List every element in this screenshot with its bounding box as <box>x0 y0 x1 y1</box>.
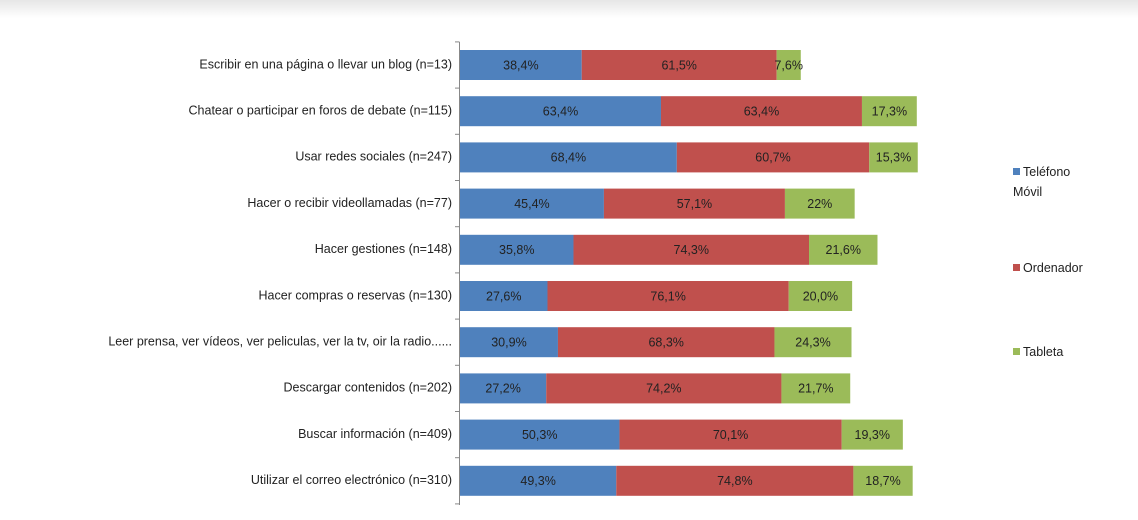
bar-segment <box>546 373 782 404</box>
data-label: 63,4% <box>543 104 578 118</box>
data-label: 74,8% <box>717 474 752 488</box>
bar-segment <box>460 234 574 265</box>
legend-label: Ordenador <box>1023 261 1083 275</box>
bar-segment <box>784 188 855 219</box>
legend-item: Ordenador <box>1013 258 1103 278</box>
data-label: 24,3% <box>795 335 830 349</box>
data-label: 74,2% <box>646 382 681 396</box>
bar-segment <box>460 188 604 219</box>
data-label: 18,7% <box>865 474 900 488</box>
data-label: 57,1% <box>677 197 712 211</box>
bar-segment <box>460 465 617 496</box>
category-label: Usar redes sociales (n=247) <box>295 150 452 164</box>
category-label: Hacer o recibir videollamadas (n=77) <box>247 196 452 210</box>
data-label: 50,3% <box>522 428 557 442</box>
data-label: 60,7% <box>755 151 790 165</box>
category-label: Escribir en una página o llevar un blog … <box>199 57 452 71</box>
category-label: Buscar información (n=409) <box>298 427 452 441</box>
bar-segment <box>460 50 582 80</box>
bar-segment <box>788 281 853 311</box>
bar-segment <box>573 234 810 265</box>
category-label: Chatear o participar en foros de debate … <box>189 103 452 117</box>
top-shadow <box>0 0 1138 18</box>
data-label: 45,4% <box>514 197 549 211</box>
legend-swatch <box>1013 168 1020 175</box>
legend-item: Tableta <box>1013 342 1103 362</box>
bar-segment <box>861 96 917 127</box>
data-label: 22% <box>807 197 832 211</box>
legend-item: Teléfono Móvil <box>1013 162 1085 202</box>
data-label: 27,6% <box>486 289 521 303</box>
category-label: Hacer gestiones (n=148) <box>315 242 452 256</box>
bar-segment <box>616 465 854 496</box>
data-label: 68,4% <box>551 151 586 165</box>
bar-segment <box>460 419 620 450</box>
bar-segment <box>557 327 775 358</box>
legend-label: Teléfono Móvil <box>1013 165 1071 199</box>
legend-label: Tableta <box>1023 345 1064 359</box>
bar-segment <box>460 96 661 127</box>
bar-segment <box>460 373 547 404</box>
bar-segment <box>581 50 777 80</box>
bar-segment <box>869 142 918 173</box>
bar-segment <box>460 327 558 358</box>
bar-segment <box>676 142 870 173</box>
data-label: 74,3% <box>674 243 709 257</box>
data-label: 63,4% <box>744 104 779 118</box>
bar-segment <box>809 234 878 265</box>
data-label: 68,3% <box>648 335 683 349</box>
category-label: Hacer compras o reservas (n=130) <box>259 288 452 302</box>
data-label: 17,3% <box>872 104 907 118</box>
bar-segment <box>841 419 903 450</box>
data-label: 76,1% <box>650 289 685 303</box>
legend-swatch <box>1013 264 1020 271</box>
data-label: 61,5% <box>661 58 696 72</box>
category-label: Leer prensa, ver vídeos, ver peliculas, … <box>108 334 452 348</box>
bar-segment <box>619 419 842 450</box>
bar-segment <box>853 465 913 496</box>
bar-segment <box>460 142 677 173</box>
bar-segment <box>774 327 852 358</box>
data-label: 19,3% <box>855 428 890 442</box>
bar-segment <box>781 373 851 404</box>
bar-segment <box>660 96 862 127</box>
data-label: 38,4% <box>503 58 538 72</box>
bar-segment <box>460 281 548 311</box>
data-label: 35,8% <box>499 243 534 257</box>
bar-segment <box>776 50 801 80</box>
data-label: 27,2% <box>485 382 520 396</box>
data-label: 15,3% <box>876 151 911 165</box>
legend-swatch <box>1013 348 1020 355</box>
bar-segment <box>603 188 785 219</box>
data-label: 21,6% <box>826 243 861 257</box>
data-label: 70,1% <box>713 428 748 442</box>
category-label: Descargar contenidos (n=202) <box>284 381 453 395</box>
data-label: 20,0% <box>803 289 838 303</box>
data-label: 7,6% <box>774 58 803 72</box>
bar-segment <box>547 281 789 311</box>
data-label: 21,7% <box>798 382 833 396</box>
data-label: 30,9% <box>491 335 526 349</box>
category-label: Utilizar el correo electrónico (n=310) <box>251 473 452 487</box>
data-label: 49,3% <box>520 474 555 488</box>
